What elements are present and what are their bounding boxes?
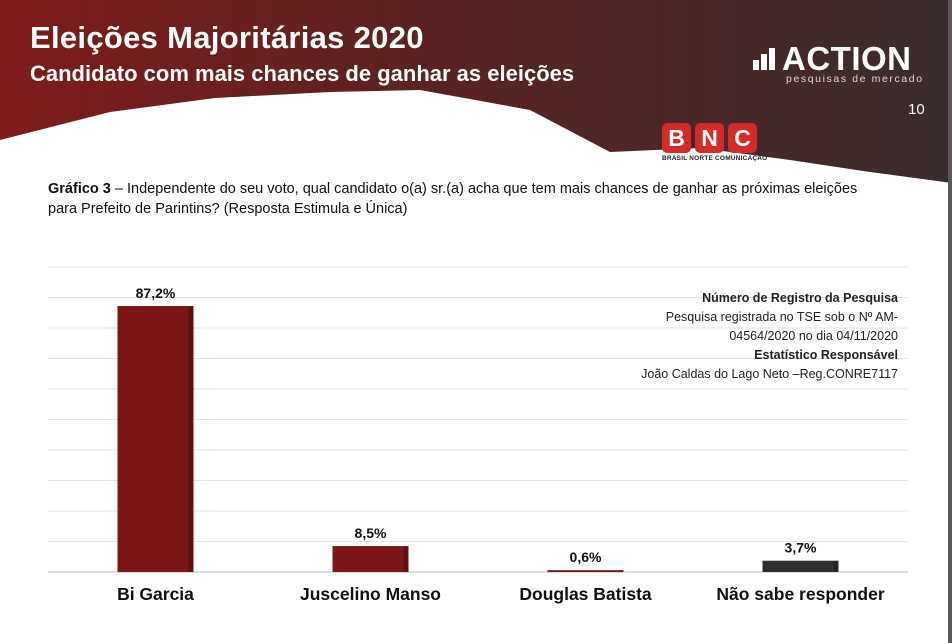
bar-shade-3: [618, 570, 624, 572]
question-text: – Independente do seu voto, qual candida…: [48, 181, 858, 217]
page-subtitle: Candidato com mais chances de ganhar as …: [30, 61, 575, 86]
data-label-2: 8,5%: [355, 525, 387, 541]
bar-2: [332, 546, 409, 572]
action-logo: ACTION pesquisas de mercado: [753, 40, 935, 88]
registry-line-2: 04564/2020 no dia 04/11/2020: [729, 329, 898, 343]
bar-chart: 87,2% Bi Garcia 8,5% Juscelino Manso 0,6% Dou…: [48, 266, 908, 604]
bar-1: [117, 306, 194, 572]
bnc-letter-c: C: [728, 123, 757, 153]
statistician-heading: Estatístico Responsável: [754, 348, 898, 362]
bar-4: [762, 560, 839, 572]
right-edge-border: [948, 0, 952, 643]
category-label-1: Bi Garcia: [117, 584, 194, 604]
logo-wordmark: ACTION: [782, 40, 912, 77]
category-label-4: Não sabe responder: [716, 584, 884, 604]
page-title: Eleições Majoritárias 2020: [30, 20, 424, 55]
data-label-1: 87,2%: [136, 285, 176, 301]
bnc-letter-b: B: [662, 123, 691, 153]
logo-tagline: pesquisas de mercado: [786, 73, 924, 85]
category-label-2: Juscelino Manso: [300, 584, 441, 604]
page-number: 10: [908, 101, 925, 118]
category-label-3: Douglas Batista: [519, 584, 652, 604]
chart-number: Gráfico 3: [48, 181, 111, 197]
bnc-letter-n: N: [695, 123, 724, 153]
statistician-name: João Caldas do Lago Neto –Reg.CONRE7117: [641, 367, 898, 381]
data-label-4: 3,7%: [785, 540, 817, 556]
bar-3: [547, 570, 624, 572]
bar-shade-1: [188, 306, 194, 572]
chart-question: Gráfico 3 – Independente do seu voto, qu…: [48, 179, 878, 219]
data-label-3: 0,6%: [570, 549, 602, 565]
bnc-caption: BRASIL NORTE COMUNICAÇÃO: [662, 155, 768, 162]
bars-icon: [753, 48, 779, 70]
bar-shade-4: [833, 560, 839, 572]
bar-shade-2: [403, 546, 409, 572]
registry-heading: Número de Registro da Pesquisa: [702, 291, 898, 305]
registry-line-1: Pesquisa registrada no TSE sob o Nº AM-: [665, 310, 898, 324]
registry-box: Número de Registro da Pesquisa Pesquisa …: [560, 289, 898, 384]
bnc-logo: B N C BRASIL NORTE COMUNICAÇÃO: [662, 123, 768, 165]
